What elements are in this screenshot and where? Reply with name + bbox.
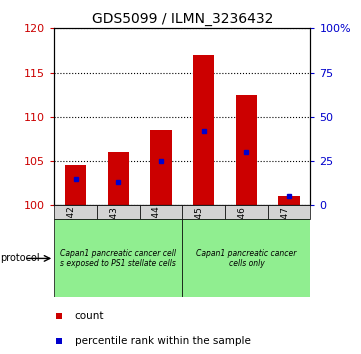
Bar [54,205,97,219]
Text: GSM900847: GSM900847 [280,206,289,261]
Text: GSM900844: GSM900844 [152,206,161,261]
Bar [182,219,310,297]
Text: Capan1 pancreatic cancer
cells only: Capan1 pancreatic cancer cells only [196,249,297,268]
Text: protocol: protocol [0,253,40,263]
Text: GSM900843: GSM900843 [109,206,118,261]
Bar [108,152,129,205]
Text: percentile rank within the sample: percentile rank within the sample [75,336,251,346]
Text: Capan1 pancreatic cancer cell
s exposed to PS1 stellate cells: Capan1 pancreatic cancer cell s exposed … [60,249,176,268]
Bar [140,205,182,219]
Bar [182,205,225,219]
Title: GDS5099 / ILMN_3236432: GDS5099 / ILMN_3236432 [92,12,273,26]
Text: GSM900842: GSM900842 [66,206,75,261]
Bar [54,219,182,297]
Text: count: count [75,311,104,321]
Bar [225,205,268,219]
Bar [150,130,171,205]
Bar [65,165,86,205]
Bar [278,196,300,205]
Bar [236,95,257,205]
Bar [193,55,214,205]
Text: GSM900846: GSM900846 [238,206,246,261]
Text: GSM900845: GSM900845 [195,206,204,261]
Bar [97,205,140,219]
Bar [268,205,310,219]
